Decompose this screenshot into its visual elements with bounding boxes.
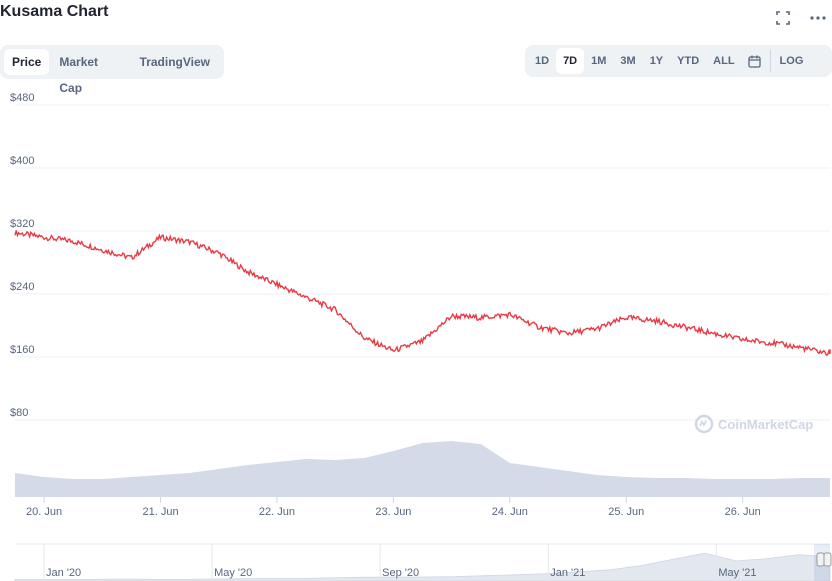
range-all[interactable]: ALL xyxy=(713,55,735,67)
y-tick-label: $240 xyxy=(10,281,34,293)
navigator-tick-label: Jan '20 xyxy=(46,567,81,579)
chart-type-tabs: Price Market Cap TradingView xyxy=(0,45,224,95)
x-tick-label: 26. Jun xyxy=(725,506,761,518)
time-range-selector: 1D 7D 1M 3M 1Y YTD ALL LOG xyxy=(525,45,832,77)
coinmarketcap-logo-mark xyxy=(699,420,707,427)
y-tick-label: $480 xyxy=(10,92,34,104)
coinmarketcap-logo-icon xyxy=(694,414,714,434)
y-tick-label: $160 xyxy=(10,344,34,356)
navigator-tick-label: Sep '20 xyxy=(382,567,419,579)
tab-market-cap[interactable]: Market Cap xyxy=(59,55,99,95)
x-tick-label: 24. Jun xyxy=(492,506,528,518)
navigator-tick-label: May '20 xyxy=(214,567,252,579)
range-1d[interactable]: 1D xyxy=(535,55,550,67)
chart-title: Kusama Chart xyxy=(0,3,109,20)
price-series-line xyxy=(14,230,831,356)
navigator-handle-left[interactable] xyxy=(816,552,825,567)
tab-price[interactable]: Price xyxy=(4,49,50,75)
fullscreen-icon[interactable] xyxy=(773,8,793,28)
y-tick-label: $80 xyxy=(10,407,28,419)
navigator-tick-label: May '21 xyxy=(718,567,756,579)
y-tick-label: $400 xyxy=(10,155,34,167)
calendar-icon[interactable] xyxy=(742,48,768,74)
range-1m[interactable]: 1M xyxy=(591,55,607,67)
more-icon[interactable] xyxy=(808,8,828,28)
range-1y[interactable]: 1Y xyxy=(649,55,664,67)
y-tick-label: $320 xyxy=(10,218,34,230)
range-7d[interactable]: 7D xyxy=(556,48,585,74)
range-divider xyxy=(769,50,771,72)
watermark-text: CoinMarketCap xyxy=(718,417,813,432)
tab-tradingview[interactable]: TradingView xyxy=(139,55,210,69)
x-tick-label: 20. Jun xyxy=(26,506,62,518)
x-tick-label: 25. Jun xyxy=(608,506,644,518)
navigator-handle-right[interactable] xyxy=(823,552,832,567)
navigator-tick-label: Jan '21 xyxy=(550,567,585,579)
coinmarketcap-watermark: CoinMarketCap xyxy=(694,414,813,434)
log-scale-toggle[interactable]: LOG xyxy=(779,55,804,67)
navigator-selection[interactable] xyxy=(814,544,830,581)
navigator-area xyxy=(14,552,831,581)
range-ytd[interactable]: YTD xyxy=(677,55,700,67)
x-tick-label: 23. Jun xyxy=(375,506,411,518)
x-tick-label: 21. Jun xyxy=(142,506,178,518)
volume-area xyxy=(15,441,830,497)
navigator[interactable]: Jan '20 May '20 Sep '20 Jan '21 May '21 xyxy=(14,543,832,581)
range-3m[interactable]: 3M xyxy=(620,55,636,67)
x-tick-label: 22. Jun xyxy=(259,506,295,518)
